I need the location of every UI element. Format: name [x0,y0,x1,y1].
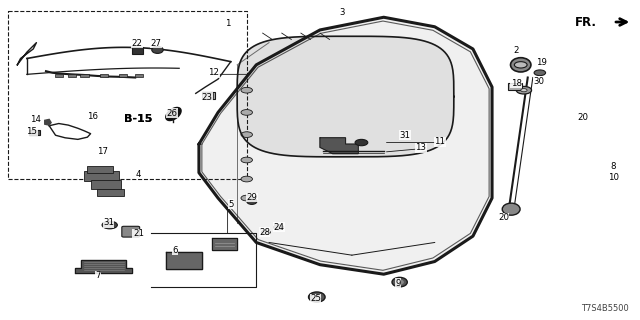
Text: B-15: B-15 [124,114,152,124]
Circle shape [102,221,117,229]
Bar [204,93,213,98]
Circle shape [355,140,368,146]
Ellipse shape [308,292,325,302]
Circle shape [261,230,270,235]
Polygon shape [166,252,202,269]
Bar [29,130,40,135]
Bar [68,74,76,77]
Text: 6: 6 [172,246,177,255]
Text: 31: 31 [399,131,410,140]
Text: 4: 4 [136,170,141,179]
Text: 13: 13 [415,143,426,152]
Polygon shape [45,119,51,125]
Text: 15: 15 [26,127,38,136]
Polygon shape [320,138,358,154]
Text: 10: 10 [607,173,619,182]
Text: 2: 2 [513,46,519,55]
Text: 5: 5 [228,200,234,209]
Text: 7: 7 [95,271,101,280]
Circle shape [241,109,252,115]
Ellipse shape [396,280,403,284]
Circle shape [534,70,545,76]
Text: 20: 20 [577,113,588,122]
Text: 12: 12 [208,68,219,77]
Ellipse shape [152,46,163,53]
Text: 24: 24 [273,223,284,232]
Text: 22: 22 [132,39,143,48]
Text: 19: 19 [536,58,547,67]
Circle shape [516,86,532,94]
Text: 1: 1 [225,19,230,28]
Circle shape [241,195,252,201]
Polygon shape [212,238,237,251]
Circle shape [515,62,527,68]
Ellipse shape [502,203,520,215]
Ellipse shape [392,277,407,287]
Text: T7S4B5500: T7S4B5500 [581,304,629,313]
Polygon shape [199,17,492,274]
Text: 18: 18 [511,79,522,88]
Text: 14: 14 [29,115,41,124]
Text: 25: 25 [310,294,321,303]
Circle shape [241,157,252,163]
Polygon shape [237,36,454,157]
Bar [100,74,108,77]
Text: 27: 27 [151,39,162,48]
Text: FR.: FR. [575,15,597,28]
Bar [81,74,89,77]
Circle shape [106,223,113,227]
Polygon shape [166,108,181,121]
Bar [202,92,215,99]
Bar [132,47,143,54]
Text: 30: 30 [533,77,544,86]
Text: 26: 26 [166,108,178,117]
Text: 21: 21 [133,229,144,238]
Bar [118,74,127,77]
Text: 8: 8 [611,162,616,171]
Text: 28: 28 [259,228,270,237]
Text: 11: 11 [435,137,445,146]
Bar [55,74,63,77]
Text: B-15: B-15 [124,114,152,124]
Circle shape [241,87,252,93]
Circle shape [241,132,252,138]
Polygon shape [75,260,132,273]
Bar [134,74,143,77]
Ellipse shape [313,294,321,300]
Bar [91,180,121,188]
Text: 20: 20 [498,213,509,222]
Text: 16: 16 [87,112,98,121]
Ellipse shape [511,58,531,72]
Circle shape [521,89,527,92]
Ellipse shape [246,198,257,204]
Bar [508,83,522,90]
Bar [97,188,124,196]
Text: 17: 17 [97,147,108,156]
Text: 9: 9 [396,279,401,288]
Text: 3: 3 [340,8,345,17]
Bar [88,166,113,173]
Bar [84,171,119,180]
FancyBboxPatch shape [122,226,140,237]
Circle shape [273,225,284,230]
Text: 29: 29 [246,193,257,202]
Circle shape [241,176,252,182]
Text: 31: 31 [103,218,114,227]
Text: 23: 23 [202,93,212,102]
